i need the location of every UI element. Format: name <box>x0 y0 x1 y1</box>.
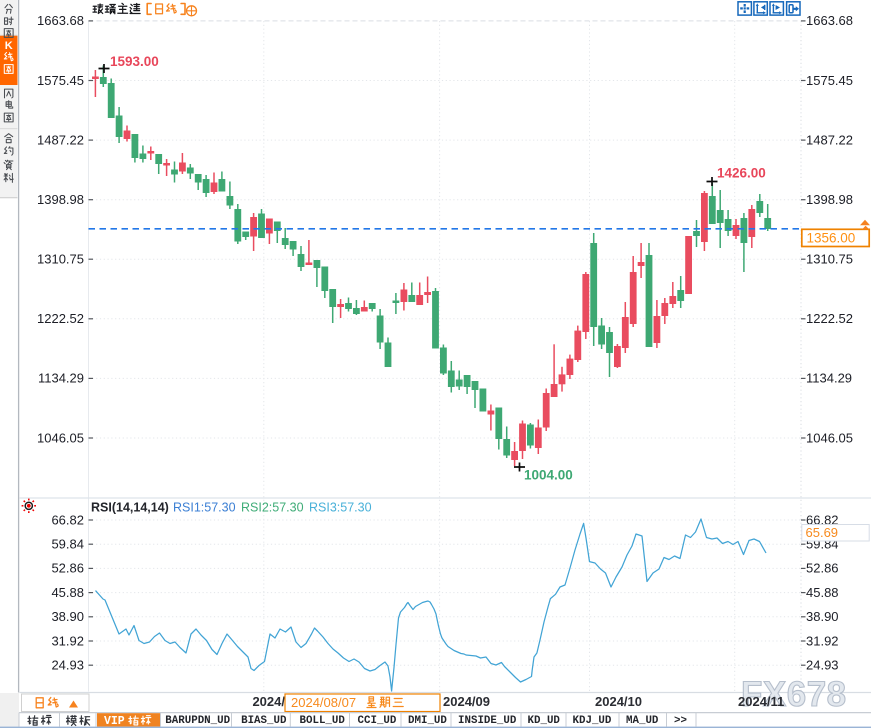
svg-text:59.84: 59.84 <box>51 537 84 552</box>
svg-text:24.93: 24.93 <box>51 658 84 673</box>
svg-text:1134.29: 1134.29 <box>38 371 84 386</box>
svg-text:INSIDE_UD: INSIDE_UD <box>458 715 517 727</box>
svg-text:52.86: 52.86 <box>806 561 839 576</box>
svg-text:1398.98: 1398.98 <box>37 192 84 207</box>
svg-text:BOLL_UD: BOLL_UD <box>300 715 346 727</box>
svg-text:1222.52: 1222.52 <box>806 311 853 326</box>
svg-text:2024/09: 2024/09 <box>443 694 490 709</box>
svg-text:RSI1:57.30: RSI1:57.30 <box>173 501 236 515</box>
svg-text:2024/11: 2024/11 <box>738 694 784 709</box>
svg-text:1663.68: 1663.68 <box>806 13 853 28</box>
svg-text:65.69: 65.69 <box>806 525 839 540</box>
svg-text:1134.29: 1134.29 <box>806 371 852 386</box>
svg-text:31.92: 31.92 <box>806 633 839 648</box>
svg-text:52.86: 52.86 <box>51 561 84 576</box>
svg-text:RSI(14,14,14): RSI(14,14,14) <box>91 501 169 515</box>
svg-text:1487.22: 1487.22 <box>37 132 84 147</box>
svg-text:BIAS_UD: BIAS_UD <box>241 715 287 727</box>
svg-text:RSI3:57.30: RSI3:57.30 <box>309 501 372 515</box>
svg-text:DMI_UD: DMI_UD <box>408 715 447 727</box>
svg-text:66.82: 66.82 <box>51 512 84 527</box>
svg-text:38.90: 38.90 <box>51 609 84 624</box>
svg-text:KDJ_UD: KDJ_UD <box>573 715 612 727</box>
svg-text:1663.68: 1663.68 <box>37 13 84 28</box>
svg-text:MA_UD: MA_UD <box>626 715 659 727</box>
svg-text:66.82: 66.82 <box>806 512 839 527</box>
svg-text:2024/: 2024/ <box>252 694 285 709</box>
svg-text:KD_UD: KD_UD <box>528 715 561 727</box>
svg-text:1310.75: 1310.75 <box>37 252 84 267</box>
svg-text:1046.05: 1046.05 <box>806 430 853 445</box>
svg-text:1575.45: 1575.45 <box>37 73 84 88</box>
svg-text:FX678: FX678 <box>741 675 847 714</box>
svg-text:1398.98: 1398.98 <box>806 192 853 207</box>
svg-text:1004.00: 1004.00 <box>524 468 573 483</box>
svg-text:2024/08/07: 2024/08/07 <box>291 695 356 710</box>
svg-text:>>: >> <box>674 715 687 727</box>
svg-text:1575.45: 1575.45 <box>806 73 853 88</box>
svg-text:1487.22: 1487.22 <box>806 132 853 147</box>
svg-text:31.92: 31.92 <box>51 633 84 648</box>
svg-text:1356.00: 1356.00 <box>807 231 856 246</box>
svg-text:RSI2:57.30: RSI2:57.30 <box>241 501 304 515</box>
svg-text:2024/10: 2024/10 <box>595 694 642 709</box>
svg-text:1222.52: 1222.52 <box>37 311 84 326</box>
svg-text:24.93: 24.93 <box>806 658 839 673</box>
svg-text:CCI_UD: CCI_UD <box>358 715 397 727</box>
svg-text:K: K <box>5 40 13 52</box>
svg-text:1310.75: 1310.75 <box>806 252 853 267</box>
svg-text:45.88: 45.88 <box>806 585 839 600</box>
svg-text:1046.05: 1046.05 <box>37 430 84 445</box>
svg-text:BARUPDN_UD: BARUPDN_UD <box>165 715 230 727</box>
svg-text:VIP: VIP <box>104 715 125 728</box>
svg-text:38.90: 38.90 <box>806 609 839 624</box>
svg-text:1593.00: 1593.00 <box>110 54 159 69</box>
svg-text:1426.00: 1426.00 <box>717 166 766 181</box>
svg-text:45.88: 45.88 <box>51 585 84 600</box>
